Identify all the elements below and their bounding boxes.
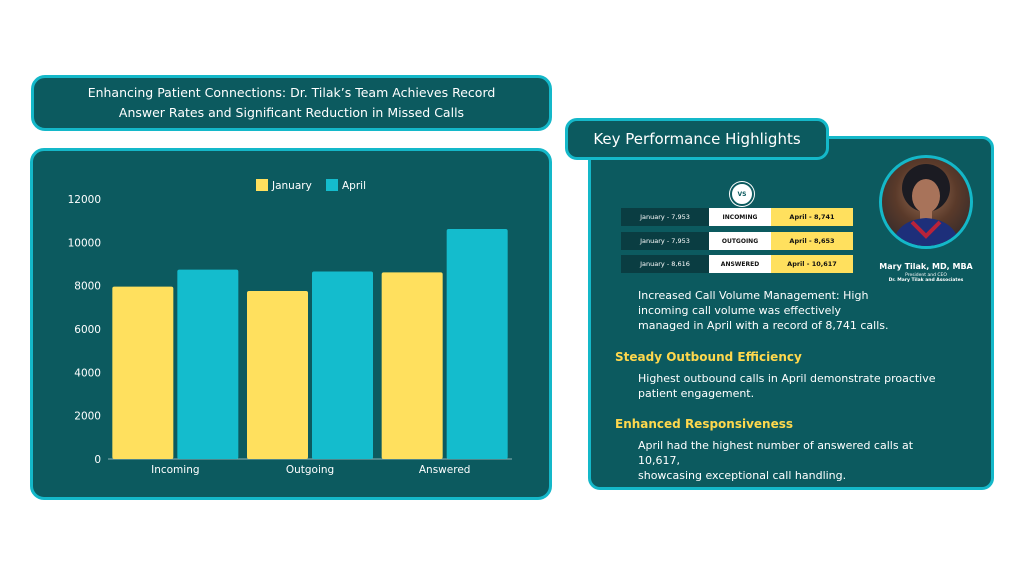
- y-tick-label: 6000: [74, 324, 101, 336]
- section-responsiveness-line-2: showcasing exceptional call handling.: [638, 469, 847, 482]
- page-title-line-1: Enhancing Patient Connections: Dr. Tilak…: [87, 85, 496, 100]
- y-tick-label: 10000: [68, 237, 101, 249]
- section-responsiveness-line-1: April had the highest number of answered…: [638, 439, 914, 467]
- bar-april: [312, 271, 373, 459]
- vs-badge: VS: [730, 182, 754, 206]
- comparison-row-outgoing: January - 7,953 OUTGOING April - 8,653: [621, 232, 853, 250]
- page-title-line-2: Answer Rates and Significant Reduction i…: [118, 105, 465, 120]
- profile-company: Dr. Mary Tilak and Associates: [888, 278, 964, 283]
- legend-swatch: [256, 179, 268, 191]
- profile-name: Mary Tilak, MD, MBA: [879, 262, 973, 271]
- y-tick-label: 8000: [74, 281, 101, 293]
- section-heading-responsiveness: Enhanced Responsiveness: [615, 417, 794, 431]
- kpi-intro-line-1: Increased Call Volume Management: High: [638, 289, 869, 302]
- comparison-metric: INCOMING: [709, 208, 771, 226]
- bar-april: [446, 228, 508, 459]
- comparison-metric: ANSWERED: [709, 255, 771, 273]
- comparison-january: January - 7,953: [621, 232, 709, 250]
- x-tick-label: Outgoing: [286, 464, 334, 476]
- legend-label: January: [271, 180, 312, 192]
- x-tick-label: Answered: [419, 464, 471, 476]
- title-banner: Enhancing Patient Connections: Dr. Tilak…: [31, 75, 552, 131]
- kpi-tab: Key Performance Highlights: [565, 118, 829, 160]
- x-tick-label: Incoming: [151, 464, 199, 476]
- profile-photo: [879, 155, 973, 249]
- section-heading-outbound: Steady Outbound Efficiency: [615, 350, 802, 364]
- y-tick-label: 4000: [74, 367, 101, 379]
- comparison-metric: OUTGOING: [709, 232, 771, 250]
- bar-january: [381, 272, 443, 459]
- comparison-row-incoming: January - 7,953 INCOMING April - 8,741: [621, 208, 853, 226]
- section-outbound-line-1: Highest outbound calls in April demonstr…: [638, 372, 936, 385]
- kpi-tab-title: Key Performance Highlights: [593, 130, 801, 148]
- bar-january: [112, 286, 174, 459]
- comparison-april: April - 8,653: [771, 232, 853, 250]
- comparison-april: April - 8,741: [771, 208, 853, 226]
- profile-role: President and CEO: [905, 273, 947, 278]
- y-tick-label: 2000: [74, 411, 101, 423]
- kpi-intro-line-2: incoming call volume was effectively: [638, 304, 842, 317]
- comparison-january: January - 7,953: [621, 208, 709, 226]
- bar-january: [247, 291, 308, 459]
- section-text-responsiveness: April had the highest number of answered…: [638, 438, 938, 483]
- comparison-april: April - 10,617: [771, 255, 853, 273]
- section-outbound-line-2: patient engagement.: [638, 387, 755, 400]
- legend-label: April: [342, 180, 366, 192]
- kpi-intro-line-3: managed in April with a record of 8,741 …: [638, 319, 889, 332]
- kpi-intro-text: Increased Call Volume Management: High i…: [638, 288, 938, 333]
- bar-april: [177, 269, 239, 459]
- legend-swatch: [326, 179, 338, 191]
- section-text-outbound: Highest outbound calls in April demonstr…: [638, 371, 938, 401]
- y-tick-label: 12000: [68, 194, 101, 206]
- comparison-january: January - 8,616: [621, 255, 709, 273]
- y-tick-label: 0: [94, 454, 101, 466]
- comparison-row-answered: January - 8,616 ANSWERED April - 10,617: [621, 255, 853, 273]
